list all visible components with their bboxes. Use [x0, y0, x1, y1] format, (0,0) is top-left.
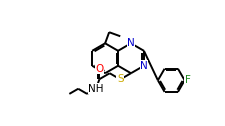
Text: O: O [95, 64, 103, 74]
Text: F: F [184, 75, 190, 85]
Text: N: N [140, 61, 147, 71]
Text: N: N [126, 38, 134, 48]
Text: S: S [117, 74, 123, 84]
Text: NH: NH [88, 84, 103, 94]
